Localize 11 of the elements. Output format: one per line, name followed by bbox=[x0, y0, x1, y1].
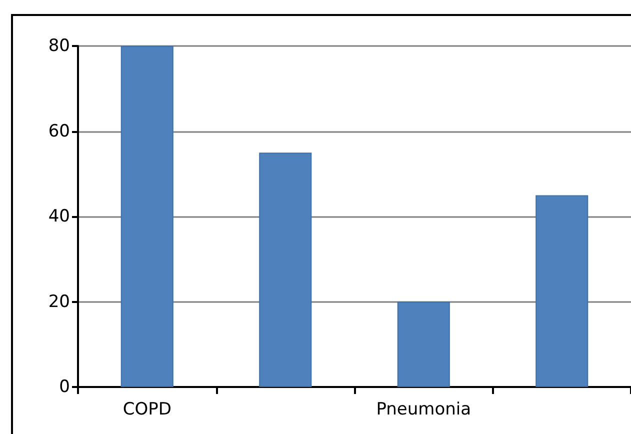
y-tick-label: 40 bbox=[48, 206, 70, 226]
bar bbox=[120, 46, 174, 387]
bar bbox=[536, 195, 588, 387]
x-tick-label: COPD bbox=[122, 400, 172, 420]
y-tick-label: 20 bbox=[48, 292, 70, 312]
y-tick-label: 0 bbox=[59, 377, 70, 397]
bar bbox=[397, 302, 450, 387]
y-tick-label: 80 bbox=[48, 36, 70, 56]
x-tick-label: Pneumonia bbox=[376, 400, 472, 420]
y-tick-label: 60 bbox=[48, 121, 70, 142]
bar bbox=[259, 152, 312, 387]
